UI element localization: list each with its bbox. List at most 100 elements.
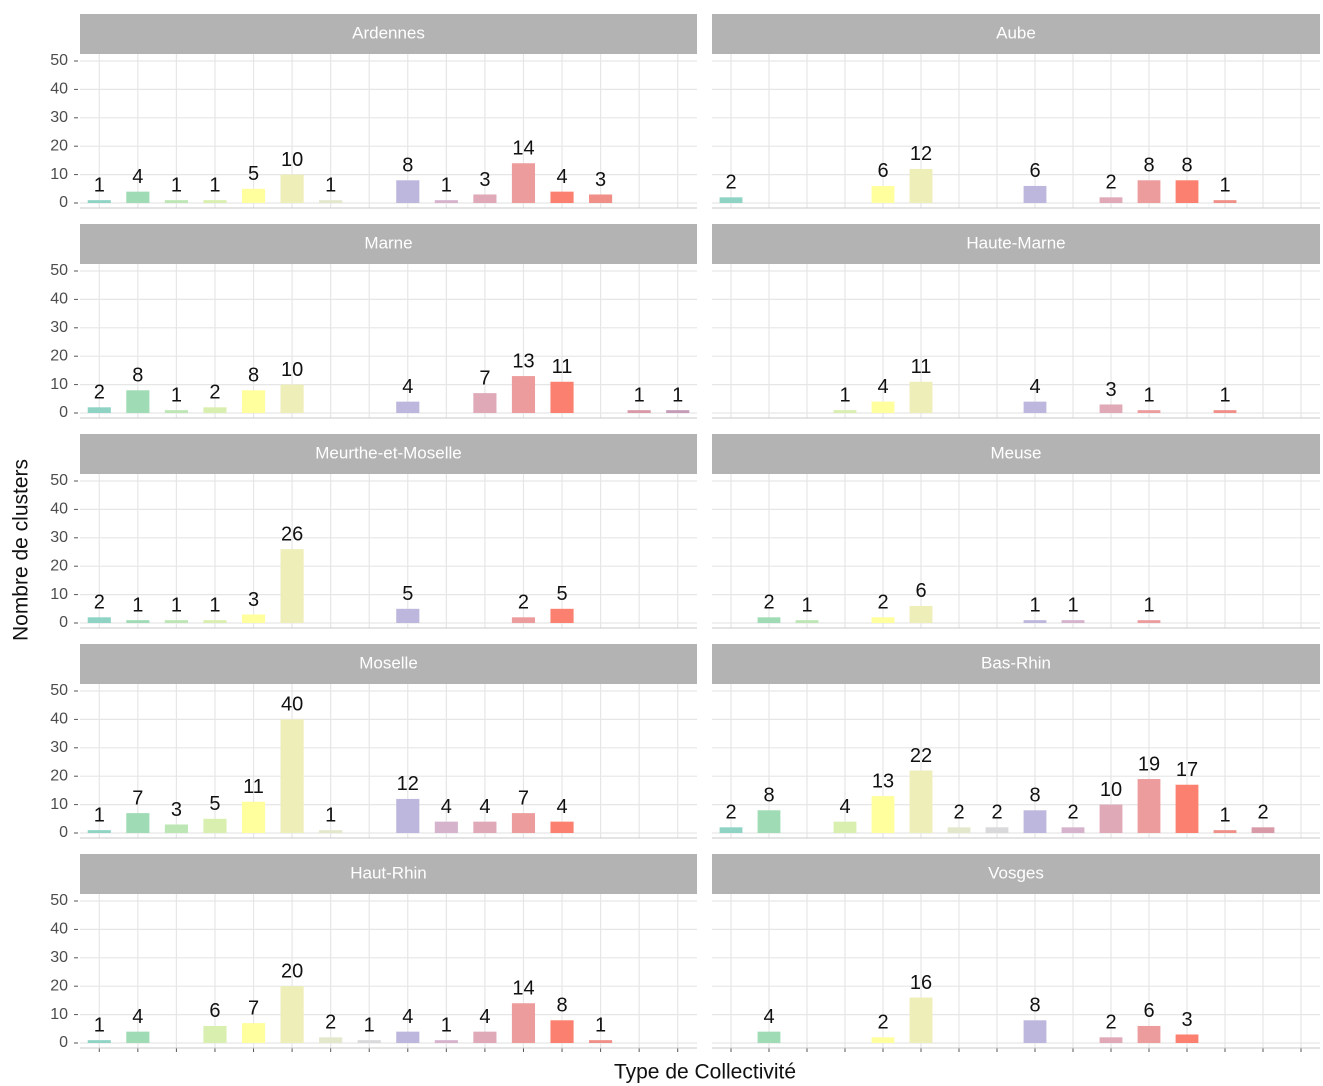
bar xyxy=(1023,185,1047,203)
bar xyxy=(1175,180,1199,203)
bar xyxy=(1137,410,1161,413)
value-label: 10 xyxy=(1100,779,1122,801)
value-label: 11 xyxy=(243,776,264,798)
bar xyxy=(1137,779,1161,833)
bar xyxy=(126,390,150,413)
bar xyxy=(203,818,227,833)
value-label: 3 xyxy=(248,589,259,611)
bar xyxy=(589,194,613,203)
facet-title: Meurthe-et-Moselle xyxy=(315,443,461,462)
bar xyxy=(473,1031,497,1043)
y-axis-title: Nombre de clusters xyxy=(10,459,33,641)
facet-title: Moselle xyxy=(359,653,418,672)
y-tick-label: 10 xyxy=(50,796,68,813)
value-label: 14 xyxy=(512,138,534,160)
y-tick-label: 50 xyxy=(50,892,68,909)
value-label: 22 xyxy=(910,745,932,767)
value-label: 2 xyxy=(877,592,888,614)
y-tick-label: 40 xyxy=(50,711,68,728)
value-label: 2 xyxy=(725,172,736,194)
bar xyxy=(203,620,227,623)
value-label: 2 xyxy=(518,592,529,614)
value-label: 2 xyxy=(94,382,105,404)
value-label: 6 xyxy=(877,160,888,182)
bar xyxy=(1213,830,1237,833)
bar xyxy=(1023,401,1047,413)
y-tick-label: 20 xyxy=(50,557,68,574)
value-label: 7 xyxy=(479,367,490,389)
y-tick-label: 30 xyxy=(50,109,68,126)
y-tick-label: 20 xyxy=(50,977,68,994)
bar xyxy=(1213,200,1237,203)
strip xyxy=(80,224,697,264)
value-label: 6 xyxy=(209,1000,220,1022)
value-label: 4 xyxy=(877,376,888,398)
value-label: 20 xyxy=(281,960,303,982)
bar xyxy=(396,1031,420,1043)
bar xyxy=(1137,180,1161,203)
value-label: 2 xyxy=(725,802,736,824)
value-label: 2 xyxy=(209,382,220,404)
facet-title: Ardennes xyxy=(352,23,425,42)
value-label: 17 xyxy=(1176,759,1198,781)
value-label: 13 xyxy=(512,350,534,372)
y-tick-label: 10 xyxy=(50,376,68,393)
bar xyxy=(241,801,266,833)
bar xyxy=(280,719,304,833)
bar xyxy=(550,1020,574,1043)
bar xyxy=(511,617,536,623)
y-tick-label: 50 xyxy=(50,682,68,699)
value-label: 1 xyxy=(171,594,182,616)
bar xyxy=(280,174,304,203)
y-tick-label: 20 xyxy=(50,767,68,784)
value-label: 2 xyxy=(1257,802,1268,824)
bar xyxy=(164,200,188,203)
y-tick-label: 10 xyxy=(50,1006,68,1023)
y-tick-label: 20 xyxy=(50,347,68,364)
bar xyxy=(396,401,420,413)
value-label: 4 xyxy=(441,796,452,818)
facet-title: Meuse xyxy=(990,443,1041,462)
y-tick-label: 40 xyxy=(50,291,68,308)
value-label: 8 xyxy=(1029,995,1040,1017)
bar xyxy=(1175,784,1199,833)
value-label: 1 xyxy=(94,174,105,196)
value-label: 1 xyxy=(1219,174,1230,196)
value-label: 5 xyxy=(402,583,413,605)
bar xyxy=(87,407,111,413)
bar xyxy=(1251,827,1275,833)
value-label: 3 xyxy=(595,169,606,191)
y-tick-label: 0 xyxy=(59,614,68,631)
bar xyxy=(511,163,536,203)
bar xyxy=(241,390,266,413)
value-label: 4 xyxy=(479,796,490,818)
value-label: 19 xyxy=(1138,753,1160,775)
bar xyxy=(434,821,458,833)
y-tick-label: 10 xyxy=(50,166,68,183)
value-label: 4 xyxy=(402,376,413,398)
bar xyxy=(203,200,227,203)
bar xyxy=(241,614,266,623)
bar xyxy=(280,986,304,1043)
value-label: 8 xyxy=(556,995,567,1017)
bar xyxy=(357,1040,381,1043)
value-label: 3 xyxy=(1181,1009,1192,1031)
bar xyxy=(795,620,819,623)
value-label: 13 xyxy=(872,770,894,792)
bar xyxy=(164,410,188,413)
value-label: 2 xyxy=(94,592,105,614)
bar xyxy=(126,813,150,833)
bar xyxy=(871,401,895,413)
value-label: 6 xyxy=(1143,1000,1154,1022)
strip xyxy=(712,224,1320,264)
value-label: 1 xyxy=(1219,384,1230,406)
bar xyxy=(473,393,497,413)
facet-title: Haute-Marne xyxy=(966,233,1065,252)
bar xyxy=(1099,197,1123,203)
y-tick-label: 0 xyxy=(59,194,68,211)
y-tick-label: 40 xyxy=(50,81,68,98)
value-label: 1 xyxy=(1067,594,1078,616)
bar xyxy=(473,194,497,203)
value-label: 1 xyxy=(325,804,336,826)
value-label: 8 xyxy=(402,155,413,177)
